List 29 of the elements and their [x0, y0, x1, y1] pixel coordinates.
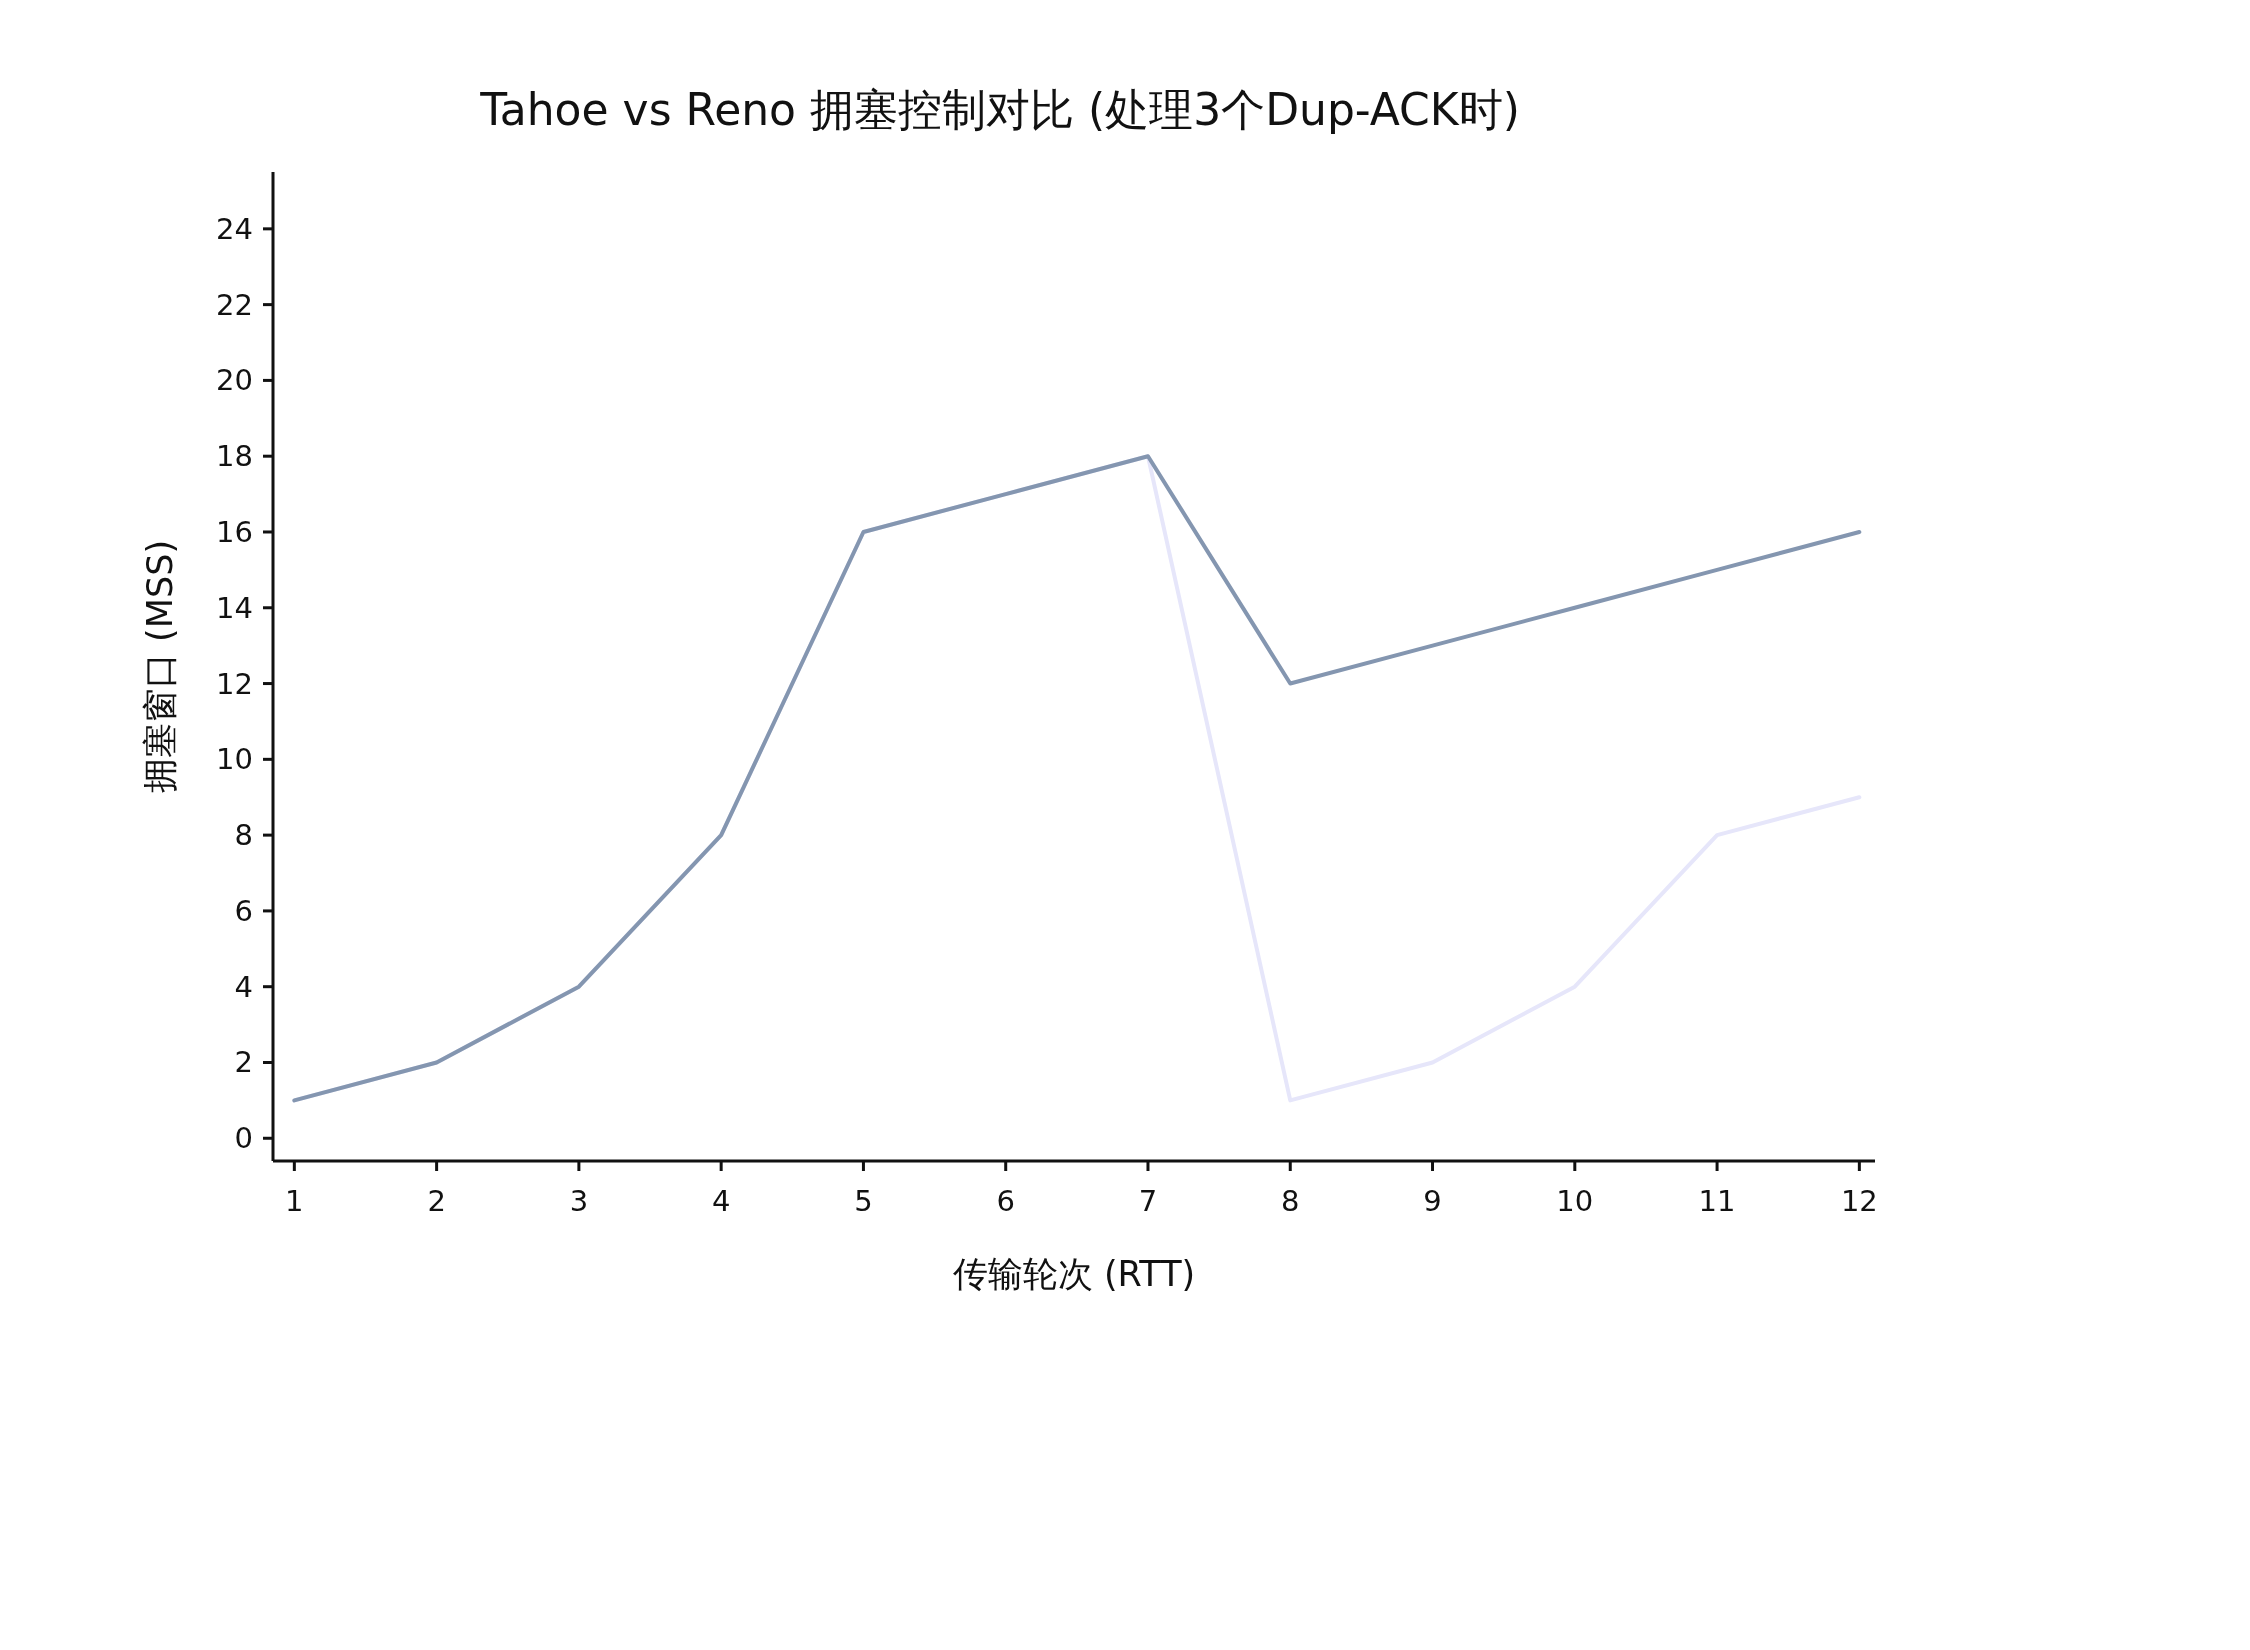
- y-tick-label: 2: [234, 1045, 253, 1080]
- y-tick-label: 12: [216, 666, 253, 701]
- x-tick-label: 3: [569, 1184, 589, 1218]
- y-axis-title: 拥塞窗口 (MSS): [140, 539, 180, 794]
- x-axis-title: 传输轮次 (RTT): [952, 1254, 1196, 1294]
- x-tick-label: 2: [427, 1184, 446, 1218]
- y-tick-label: 10: [216, 742, 253, 777]
- x-tick-label: 9: [1423, 1184, 1442, 1218]
- y-tick-label: 22: [216, 287, 253, 322]
- x-tick-label: 7: [1138, 1184, 1158, 1218]
- y-tick-label: 8: [234, 818, 253, 853]
- line-series: [292, 454, 1862, 1103]
- x-tick-label: 5: [854, 1184, 873, 1218]
- y-tick-label: 20: [216, 363, 253, 398]
- x-tick-label: 4: [711, 1184, 731, 1218]
- x-tick-label: 1: [285, 1184, 304, 1218]
- y-tick-label: 16: [216, 514, 253, 549]
- y-tick-label: 4: [234, 969, 253, 1004]
- y-tick-label: 24: [216, 211, 253, 246]
- y-tick-label: 14: [216, 590, 253, 625]
- y-tick-label: 6: [234, 893, 253, 928]
- x-tick-label: 8: [1281, 1184, 1300, 1218]
- x-tick-label: 6: [996, 1184, 1015, 1218]
- y-tick-label: 18: [216, 439, 253, 474]
- y-tick-label: 0: [234, 1121, 253, 1156]
- chart-title: Tahoe vs Reno 拥塞控制对比 (处理3个Dup-ACK时): [479, 84, 1520, 135]
- x-tick-label: 10: [1556, 1184, 1594, 1218]
- x-tick-label: 12: [1840, 1184, 1878, 1218]
- x-tick-label: 11: [1698, 1184, 1736, 1218]
